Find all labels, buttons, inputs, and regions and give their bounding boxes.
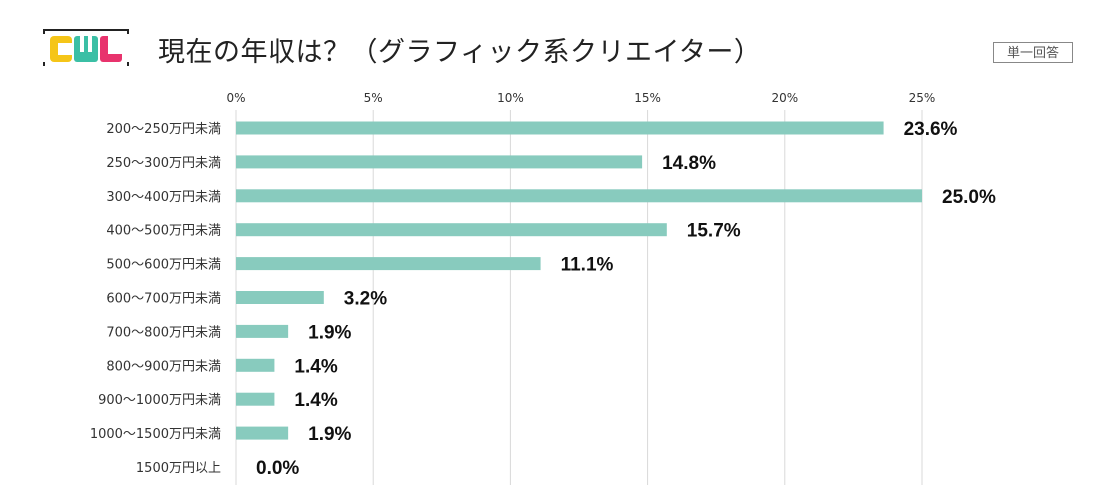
bars	[236, 121, 922, 440]
bar	[236, 426, 289, 440]
category-label: 500〜600万円未満	[106, 258, 221, 273]
value-label: 15.7%	[687, 221, 741, 242]
value-label: 25.0%	[942, 187, 996, 208]
value-label: 14.8%	[662, 153, 716, 174]
value-labels: 23.6% 14.8% 25.0% 15.7% 11.1% 3.2% 1.9% 1.4% 1.4…	[256, 119, 996, 479]
x-axis-ticks: 0% 5% 10% 15% 20% 25%	[226, 91, 935, 105]
category-labels: 200〜250万円未満 250〜300万円未満 300〜400万円未満 400〜500…	[90, 122, 221, 476]
x-tick-label: 20%	[771, 91, 798, 105]
bar	[236, 155, 643, 169]
gridlines	[235, 110, 923, 485]
chart-header: 現在の年収は？（グラフィック系クリエイター） 単一回答	[0, 0, 1100, 80]
bar	[236, 324, 289, 338]
category-label: 300〜400万円未満	[106, 190, 221, 205]
bar	[236, 223, 667, 237]
x-tick-label: 25%	[909, 91, 936, 105]
value-label: 1.9%	[308, 424, 351, 445]
bar	[236, 291, 324, 304]
value-label: 11.1%	[561, 255, 614, 276]
category-label: 1500万円以上	[136, 461, 221, 476]
category-label: 700〜800万円未満	[106, 325, 221, 340]
category-label: 800〜900万円未満	[106, 359, 221, 374]
bar	[236, 358, 275, 372]
answer-type-badge: 単一回答	[993, 42, 1073, 63]
bar	[236, 392, 275, 406]
bar	[236, 189, 922, 203]
value-label: 1.4%	[294, 390, 337, 411]
value-label: 3.2%	[344, 289, 387, 310]
category-label: 900〜1000万円未満	[98, 393, 221, 408]
x-tick-label: 10%	[497, 91, 524, 105]
category-label: 400〜500万円未満	[106, 224, 221, 239]
x-tick-label: 15%	[634, 91, 661, 105]
value-label: 1.4%	[294, 356, 337, 377]
category-label: 1000〜1500万円未満	[90, 427, 221, 442]
category-label: 600〜700万円未満	[106, 292, 221, 307]
value-label: 0.0%	[256, 458, 299, 479]
value-label: 1.9%	[308, 322, 351, 343]
category-label: 250〜300万円未満	[106, 156, 221, 171]
x-tick-label: 0%	[226, 91, 245, 105]
value-label: 23.6%	[904, 119, 958, 140]
x-tick-label: 5%	[364, 91, 383, 105]
chart-title: 現在の年収は？（グラフィック系クリエイター）	[158, 37, 762, 68]
category-label: 200〜250万円未満	[106, 122, 221, 137]
bar	[236, 257, 541, 271]
bar	[236, 121, 884, 135]
cwl-logo	[43, 29, 129, 66]
